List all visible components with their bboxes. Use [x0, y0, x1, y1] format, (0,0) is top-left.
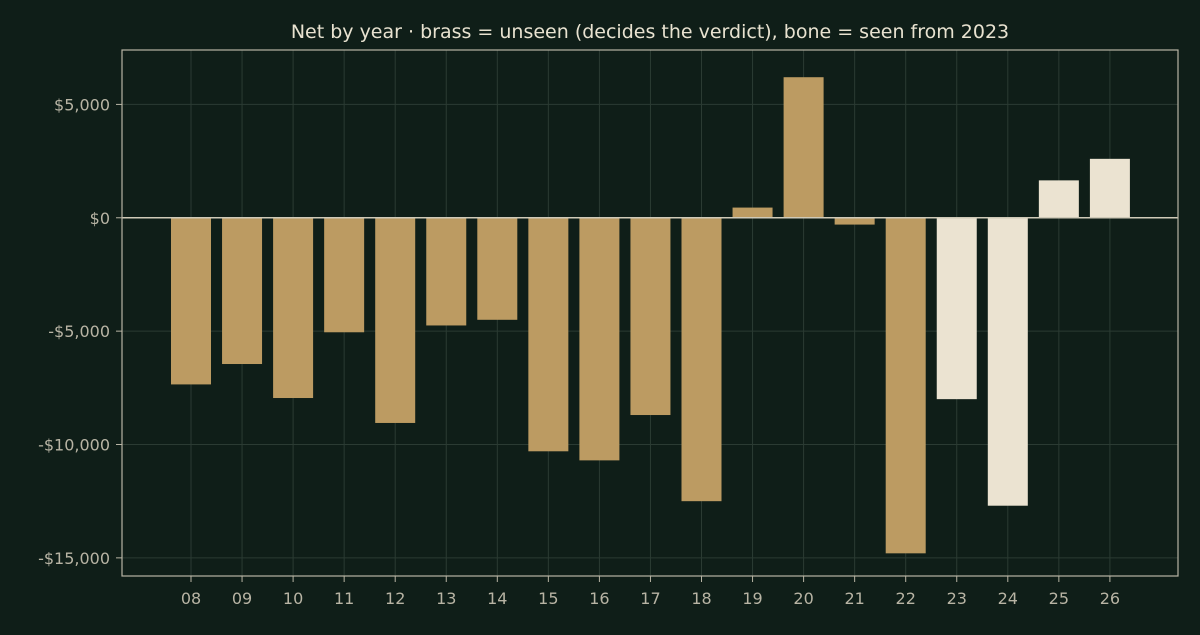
- bar-18: [681, 217, 722, 502]
- bar-26: [1089, 158, 1130, 218]
- x-tick-label: 15: [538, 589, 558, 608]
- x-tick-label: 25: [1049, 589, 1069, 608]
- bars-layer: [171, 77, 1130, 554]
- x-tick-label: 24: [998, 589, 1018, 608]
- x-tick-label: 14: [487, 589, 507, 608]
- bar-08: [171, 217, 211, 385]
- x-tick-label: 10: [283, 589, 303, 608]
- x-tick-label: 26: [1100, 589, 1120, 608]
- bar-24: [987, 217, 1028, 506]
- chart-title: Net by year · brass = unseen (decides th…: [291, 21, 1009, 43]
- y-tick-label: -$10,000: [38, 436, 110, 455]
- y-tick-label: -$15,000: [38, 549, 110, 568]
- x-tick-label: 23: [947, 589, 967, 608]
- bar-17: [630, 217, 671, 416]
- x-tick-label: 08: [181, 589, 201, 608]
- x-tick-label: 11: [334, 589, 354, 608]
- bar-22: [885, 217, 926, 554]
- bar-25: [1038, 180, 1079, 218]
- bar-14: [477, 217, 518, 320]
- x-tick-label: 19: [742, 589, 762, 608]
- plot-frame: [121, 49, 1179, 577]
- x-tick-label: 18: [691, 589, 711, 608]
- bar-13: [426, 217, 467, 326]
- y-tick-label: -$5,000: [48, 322, 110, 341]
- bar-16: [579, 217, 620, 461]
- x-tick-label: 22: [896, 589, 916, 608]
- x-tick-label: 09: [232, 589, 252, 608]
- bar-11: [324, 217, 365, 333]
- bar-20: [783, 77, 824, 218]
- bar-09: [222, 217, 263, 365]
- bar-19: [732, 207, 773, 218]
- bar-15: [528, 217, 569, 452]
- x-tick-label: 12: [385, 589, 405, 608]
- bar-10: [273, 217, 314, 399]
- x-tick-label: 17: [640, 589, 660, 608]
- axis-layer: $5,000 $0 -$5,000 -$10,000 -$15,000 08 09 10 11 1…: [38, 49, 1179, 608]
- x-tick-label: 13: [436, 589, 456, 608]
- bar-23: [936, 217, 977, 400]
- bar-21: [834, 217, 875, 225]
- x-tick-label: 16: [589, 589, 609, 608]
- x-tick-label: 20: [793, 589, 813, 608]
- y-tick-label: $0: [90, 209, 110, 228]
- y-tick-label: $5,000: [54, 95, 110, 114]
- bar-12: [375, 217, 416, 423]
- x-tick-label: 21: [844, 589, 864, 608]
